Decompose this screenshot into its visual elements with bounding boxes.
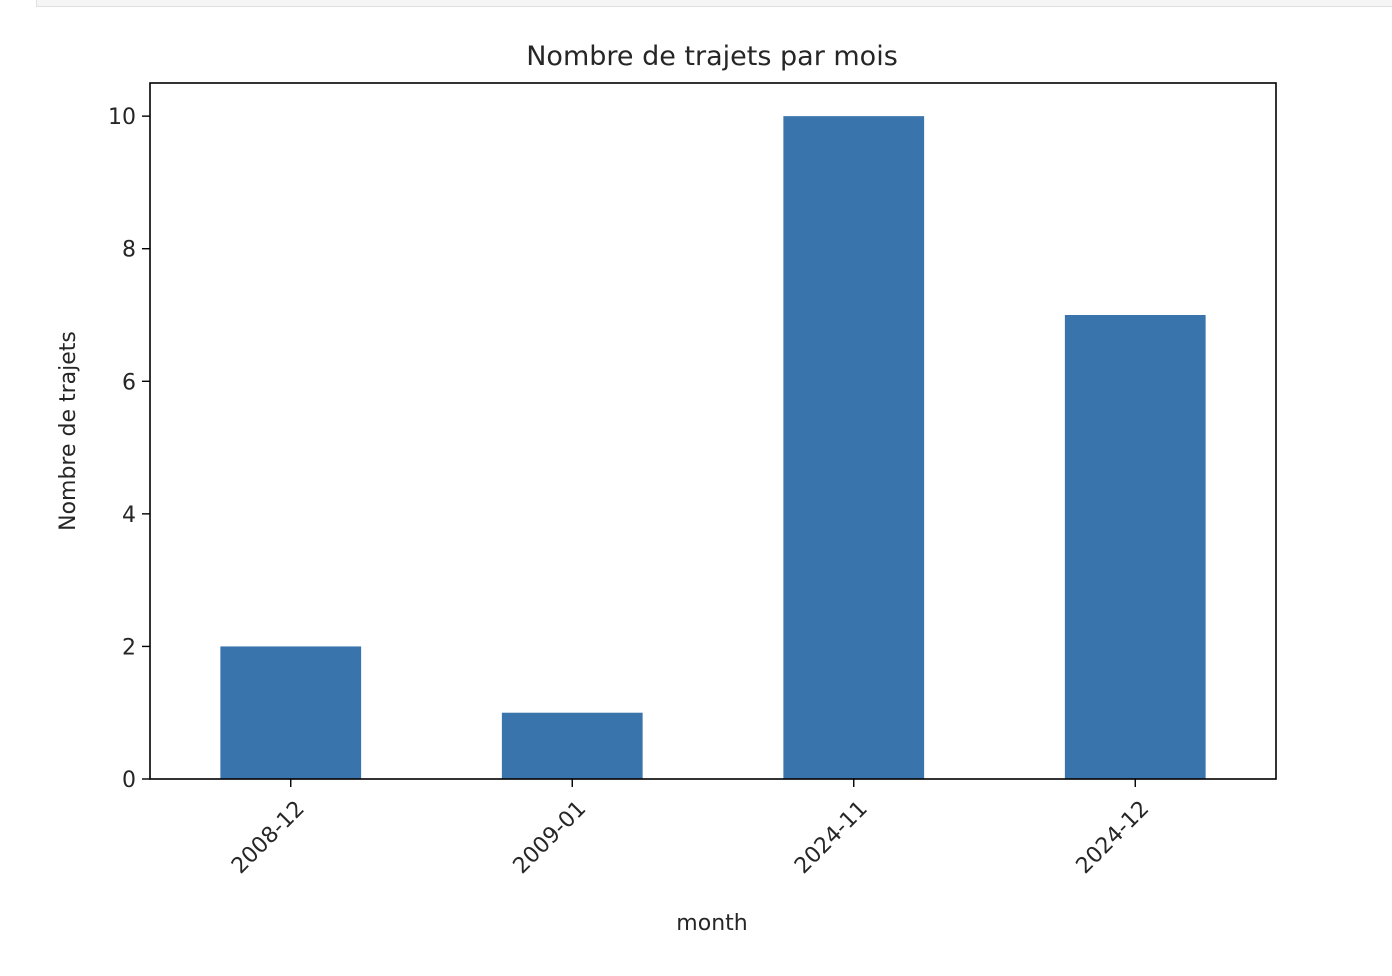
bars-group [220, 116, 1206, 779]
bar-2024-12 [1064, 315, 1206, 779]
bar-2024-11 [783, 116, 925, 779]
x-axis-label: month [676, 911, 747, 936]
y-tick-label: 0 [122, 768, 136, 793]
y-tick-label: 10 [108, 105, 136, 130]
x-tick-label: 2008-12 [227, 796, 310, 879]
y-axis-ticks: 0 2 4 6 8 10 [108, 105, 150, 793]
x-tick-label: 2024-11 [790, 796, 873, 879]
x-tick-label: 2024-12 [1072, 796, 1155, 879]
y-tick-label: 4 [122, 503, 136, 528]
chart-title: Nombre de trajets par mois [526, 41, 898, 72]
x-tick-label: 2009-01 [509, 796, 592, 879]
y-tick-label: 6 [122, 370, 136, 395]
y-tick-label: 8 [122, 238, 136, 263]
bar-2008-12 [220, 646, 362, 779]
y-axis-label: Nombre de trajets [56, 331, 81, 531]
x-axis-ticks: 2008-12 2009-01 2024-11 2024-12 [227, 779, 1154, 879]
plot-frame [149, 82, 1277, 780]
notebook-cell-border [36, 0, 1392, 7]
y-tick-label: 2 [122, 635, 136, 660]
bar-2009-01 [501, 712, 643, 779]
